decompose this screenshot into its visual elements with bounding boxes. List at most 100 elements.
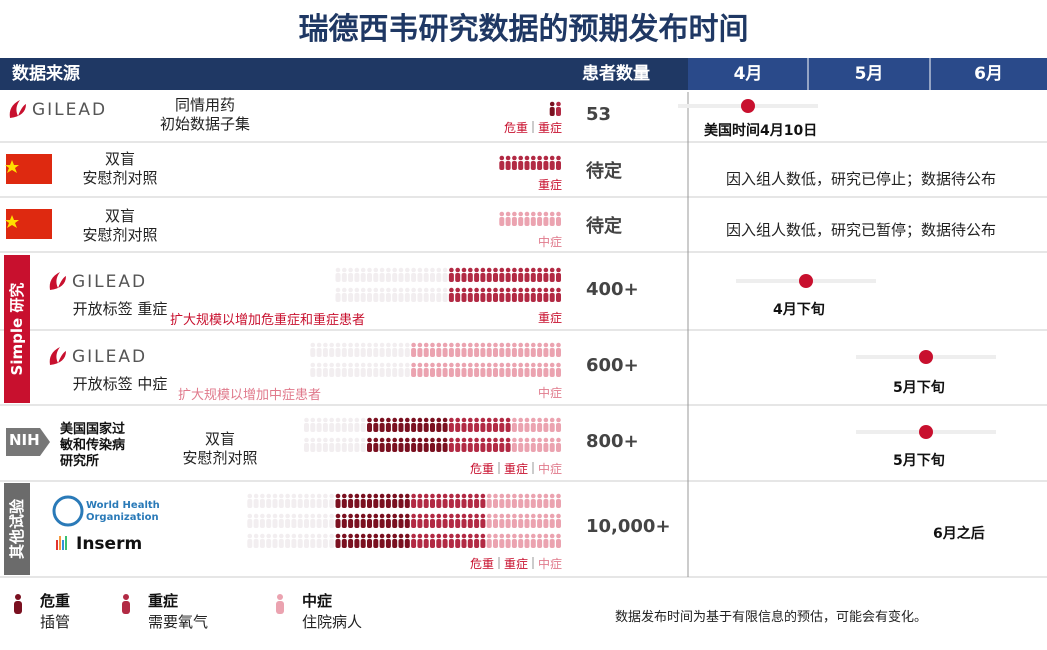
person-body bbox=[423, 519, 429, 528]
group-label: 其他试验 bbox=[8, 499, 26, 560]
person-head bbox=[518, 155, 523, 161]
person-body bbox=[367, 519, 372, 528]
person-body bbox=[486, 539, 492, 548]
person-head bbox=[304, 437, 309, 443]
person-body bbox=[341, 423, 347, 432]
person-body bbox=[480, 499, 486, 508]
person-body bbox=[341, 443, 347, 452]
person-body bbox=[480, 273, 486, 282]
person-head bbox=[323, 437, 328, 443]
person-head bbox=[468, 362, 473, 368]
person-body bbox=[411, 499, 417, 508]
person-head bbox=[549, 267, 555, 273]
flag-star bbox=[5, 160, 19, 173]
person-head bbox=[392, 493, 398, 499]
patients: 53 bbox=[586, 104, 612, 125]
person-head bbox=[348, 267, 353, 273]
person-head bbox=[499, 267, 505, 273]
person-body bbox=[543, 499, 549, 508]
person-body bbox=[398, 539, 404, 548]
person-head bbox=[405, 362, 410, 368]
person-head bbox=[436, 342, 442, 348]
person-head bbox=[386, 493, 391, 499]
person-head bbox=[379, 342, 385, 348]
person-body bbox=[417, 273, 423, 282]
person-head bbox=[342, 513, 347, 519]
severity-label: 中症 bbox=[538, 462, 563, 476]
patients: 600+ bbox=[586, 355, 639, 376]
person-body bbox=[404, 539, 410, 548]
timeline-dot bbox=[919, 350, 933, 364]
gilead-mark bbox=[49, 347, 66, 365]
person-head bbox=[379, 437, 385, 443]
person-body bbox=[524, 273, 530, 282]
person-head bbox=[310, 437, 316, 443]
person-head bbox=[285, 493, 290, 499]
person-head bbox=[316, 342, 322, 348]
person-body bbox=[385, 273, 391, 282]
person-body bbox=[398, 519, 404, 528]
person-body bbox=[367, 499, 372, 508]
person-head bbox=[417, 437, 423, 443]
person-body bbox=[499, 443, 505, 452]
person-head bbox=[423, 493, 429, 499]
person-head bbox=[461, 342, 467, 348]
person-head bbox=[531, 211, 536, 217]
person-head bbox=[455, 362, 461, 368]
person-head bbox=[386, 287, 391, 293]
person-body bbox=[385, 519, 391, 528]
person-head bbox=[430, 287, 435, 293]
person-body bbox=[379, 293, 385, 302]
person-head bbox=[531, 287, 536, 293]
person-body bbox=[524, 368, 530, 377]
person-body bbox=[348, 539, 354, 548]
person-body bbox=[556, 519, 561, 528]
header-source: 数据来源 bbox=[12, 64, 80, 84]
person-body bbox=[530, 348, 536, 357]
person-body bbox=[398, 499, 404, 508]
person-head bbox=[253, 533, 259, 539]
person-body bbox=[411, 519, 417, 528]
person-head bbox=[342, 493, 347, 499]
person-head bbox=[335, 362, 341, 368]
person-body bbox=[310, 519, 316, 528]
person-head bbox=[442, 533, 448, 539]
person-body bbox=[291, 539, 297, 548]
person-body bbox=[480, 293, 486, 302]
person-body bbox=[499, 368, 505, 377]
person-body bbox=[524, 499, 530, 508]
person-body bbox=[556, 423, 561, 432]
person-head bbox=[518, 211, 523, 217]
person-head bbox=[316, 437, 322, 443]
person-body bbox=[549, 423, 555, 432]
person-head bbox=[316, 362, 322, 368]
person-head bbox=[461, 267, 467, 273]
person-head bbox=[531, 437, 536, 443]
person-body bbox=[354, 443, 360, 452]
person-head bbox=[367, 267, 372, 273]
person-head bbox=[323, 417, 328, 423]
person-body bbox=[474, 273, 480, 282]
person-head bbox=[549, 533, 555, 539]
person-head bbox=[392, 533, 398, 539]
person-head bbox=[323, 513, 328, 519]
person-head bbox=[468, 533, 473, 539]
person-body bbox=[511, 519, 517, 528]
person-body bbox=[354, 293, 360, 302]
person-body bbox=[505, 368, 511, 377]
timeline-label: 5月下旬 bbox=[893, 453, 945, 469]
person-body bbox=[348, 368, 354, 377]
person-body bbox=[423, 499, 429, 508]
person-head bbox=[531, 362, 536, 368]
person-body bbox=[335, 539, 341, 548]
person-body bbox=[373, 273, 379, 282]
person-head bbox=[329, 362, 335, 368]
person-body bbox=[549, 443, 555, 452]
legend-desc: 插管 bbox=[40, 613, 71, 631]
person-head bbox=[430, 267, 435, 273]
person-body bbox=[329, 443, 335, 452]
person-head bbox=[360, 513, 366, 519]
person-body bbox=[530, 161, 536, 170]
person-body bbox=[505, 443, 511, 452]
person-body bbox=[430, 539, 435, 548]
